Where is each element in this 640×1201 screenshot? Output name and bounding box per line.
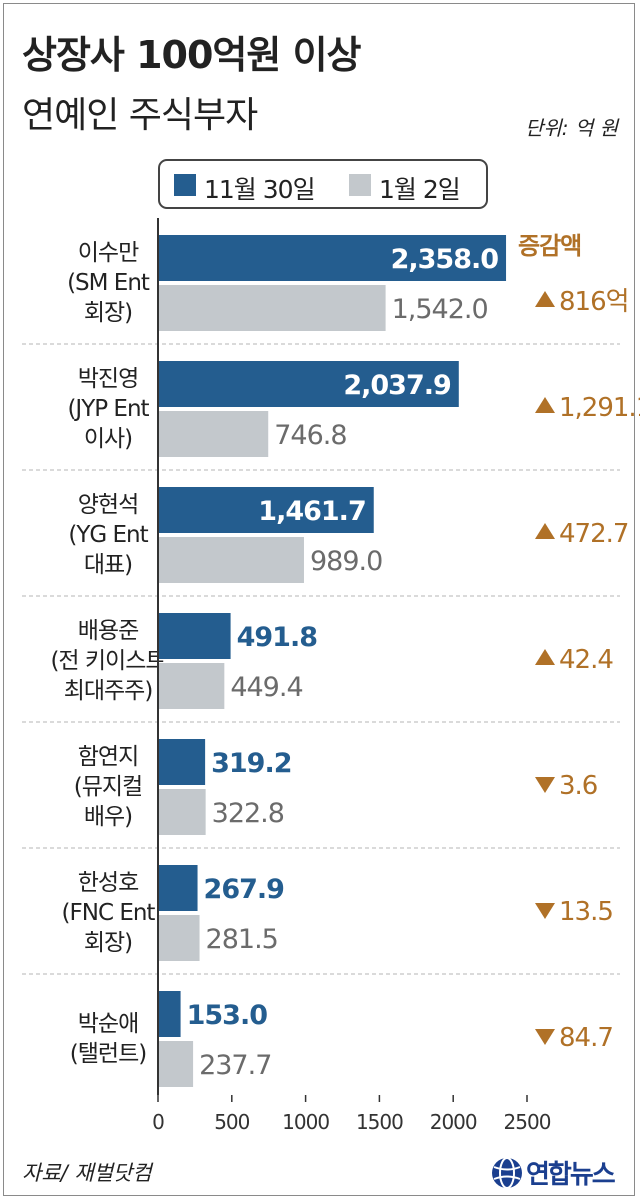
legend-label-jan2: 1월 2일 <box>379 175 461 204</box>
category-label: (뮤지컬 <box>74 774 142 800</box>
value-label-jan2: 281.5 <box>206 924 278 955</box>
category-label: 박진영 <box>78 366 138 392</box>
change-value: 1,291.1 <box>559 393 640 423</box>
bar-jan2 <box>158 285 386 331</box>
triangle-up-icon <box>535 649 555 665</box>
category-label: (SM Ent <box>67 270 150 296</box>
value-label-nov30: 2,358.0 <box>391 244 499 275</box>
legend-label-nov30: 11월 30일 <box>204 175 316 204</box>
bar-jan2 <box>158 789 206 835</box>
value-label-jan2: 449.4 <box>230 672 302 703</box>
category-label: (FNC Ent <box>62 900 156 926</box>
chart-title: 상장사 100억원 이상 <box>22 33 362 77</box>
category-label: 대표) <box>84 552 132 578</box>
category-label: 이수만 <box>78 240 139 266</box>
logo-text: 연합뉴스 <box>526 1160 616 1190</box>
x-tick-label: 1000 <box>282 1110 329 1134</box>
x-tick-label: 2500 <box>504 1110 551 1134</box>
change-value: 472.7 <box>559 519 628 549</box>
category-label: (YG Ent <box>68 522 148 548</box>
change-value: 42.4 <box>559 645 613 675</box>
source-label: 자료/ 재벌닷컴 <box>22 1161 152 1185</box>
change-value: 84.7 <box>559 1023 613 1053</box>
category-label: 함연지 <box>78 744 138 770</box>
chart-frame <box>3 3 635 1196</box>
triangle-down-icon <box>535 777 555 793</box>
category-label: 이사) <box>84 426 132 452</box>
triangle-down-icon <box>535 903 555 919</box>
x-tick-label: 1500 <box>356 1110 403 1134</box>
value-label-nov30: 267.9 <box>204 874 285 905</box>
value-label-jan2: 989.0 <box>310 546 382 577</box>
unit-label: 단위: 억 원 <box>524 116 618 140</box>
category-label: 배용준 <box>78 618 138 644</box>
value-label-nov30: 153.0 <box>187 1000 268 1031</box>
bar-nov30 <box>158 739 206 785</box>
bar-nov30 <box>158 991 181 1037</box>
change-value: 3.6 <box>559 771 597 801</box>
value-label-nov30: 491.8 <box>237 622 318 653</box>
value-label-nov30: 2,037.9 <box>343 370 451 401</box>
change-value: 13.5 <box>559 897 613 927</box>
x-tick-label: 0 <box>152 1110 164 1134</box>
bar-jan2 <box>158 663 225 709</box>
category-label: (탤런트) <box>70 1041 146 1067</box>
logo: 연합뉴스 <box>490 1152 620 1192</box>
category-label: 한성호 <box>78 870 138 896</box>
category-label: 회장) <box>84 930 132 956</box>
value-label-jan2: 746.8 <box>274 420 346 451</box>
value-label-jan2: 237.7 <box>199 1050 271 1081</box>
legend-swatch-jan2 <box>349 174 371 196</box>
bar-jan2 <box>158 915 200 961</box>
category-label: 회장) <box>84 300 132 326</box>
category-label: 양현석 <box>78 492 138 518</box>
category-label: 박순애 <box>78 1011 138 1037</box>
category-label: 배우) <box>84 804 132 830</box>
bar-nov30 <box>158 361 459 407</box>
value-label-nov30: 319.2 <box>211 748 291 779</box>
triangle-down-icon <box>535 1029 555 1045</box>
globe-icon <box>492 1157 522 1189</box>
bar-nov30 <box>158 865 198 911</box>
x-tick-label: 500 <box>214 1110 249 1134</box>
legend: 11월 30일 1월 2일 <box>158 159 488 209</box>
value-label-jan2: 1,542.0 <box>392 294 488 325</box>
category-label: 최대주주) <box>64 678 153 704</box>
triangle-up-icon <box>535 397 555 413</box>
x-tick-label: 2000 <box>430 1110 477 1134</box>
value-label-jan2: 322.8 <box>212 798 284 829</box>
value-label-nov30: 1,461.7 <box>258 496 365 527</box>
bar-jan2 <box>158 411 269 457</box>
change-value: 816억 <box>559 287 629 317</box>
triangle-up-icon <box>535 523 555 539</box>
category-label: (전 키이스트 <box>50 648 165 674</box>
category-label: (JYP Ent <box>67 396 149 422</box>
bar-jan2 <box>158 537 304 583</box>
triangle-up-icon <box>535 291 555 307</box>
chart-subtitle: 연예인 주식부자 <box>22 95 258 136</box>
bar-nov30 <box>158 235 507 281</box>
legend-swatch-nov30 <box>174 174 196 196</box>
change-header: 증감액 <box>518 232 582 260</box>
bar-jan2 <box>158 1041 194 1087</box>
bar-nov30 <box>158 487 374 533</box>
bar-nov30 <box>158 613 231 659</box>
